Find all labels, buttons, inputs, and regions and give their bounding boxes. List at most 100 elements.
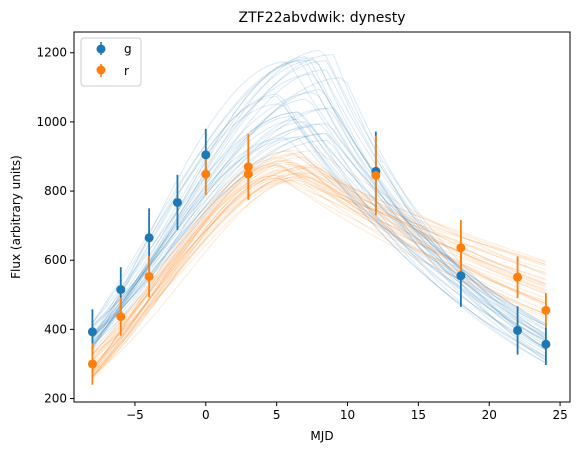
y-axis-label: Flux (arbitrary units) xyxy=(9,155,23,279)
x-tick-label: 10 xyxy=(340,408,355,422)
point-g xyxy=(172,197,182,207)
model-curve-g xyxy=(92,126,547,364)
model-curve-g xyxy=(92,49,547,347)
model-curve-r xyxy=(92,152,547,375)
point-r xyxy=(456,243,466,253)
model-curve-g xyxy=(91,57,547,339)
legend-g-label: g xyxy=(124,42,132,56)
point-r xyxy=(243,169,253,179)
model-curve-g xyxy=(92,107,547,344)
legend-r-marker xyxy=(96,65,106,75)
model-curve-g xyxy=(91,103,547,342)
model-curve-r xyxy=(92,173,547,377)
x-tick-label: 5 xyxy=(273,408,281,422)
point-g xyxy=(87,327,97,337)
model-curve-r xyxy=(92,172,547,377)
model-curve-r xyxy=(92,164,547,379)
model-curve-g xyxy=(92,137,547,341)
model-curve-g xyxy=(92,121,547,351)
model-curve-g xyxy=(92,137,547,339)
point-g xyxy=(144,233,154,243)
point-r xyxy=(513,272,523,282)
y-tick-label: 800 xyxy=(44,184,67,198)
y-tick-label: 600 xyxy=(44,253,67,267)
model-curve-r xyxy=(92,169,547,380)
point-g xyxy=(513,325,523,335)
model-curve-r xyxy=(92,162,547,372)
model-curve-r xyxy=(92,161,547,370)
model-curve-r xyxy=(92,177,547,369)
model-curve-g xyxy=(92,107,547,351)
model-curve-g xyxy=(92,98,547,351)
y-axis-ticks: 200 400 600 800 1000 1200 xyxy=(36,46,74,406)
point-r xyxy=(87,359,97,369)
model-curve-r xyxy=(92,164,547,361)
legend-box xyxy=(80,37,142,87)
model-curve-r xyxy=(92,179,547,356)
model-curves xyxy=(91,49,547,380)
model-curve-g xyxy=(92,59,547,355)
point-r xyxy=(201,169,211,179)
x-tick-label: 15 xyxy=(411,408,426,422)
x-tick-label: −5 xyxy=(126,408,144,422)
model-curve-r xyxy=(92,179,547,364)
model-curve-g xyxy=(91,95,547,357)
model-curve-r xyxy=(92,163,547,378)
point-r xyxy=(371,171,381,181)
data-points xyxy=(87,150,551,369)
model-curve-g xyxy=(91,93,547,358)
model-curve-g xyxy=(92,111,547,331)
model-curve-g xyxy=(92,118,547,345)
model-curve-r xyxy=(92,175,547,360)
model-curve-g xyxy=(92,73,547,340)
model-curve-g xyxy=(92,132,547,335)
model-curve-r xyxy=(92,172,547,372)
model-curve-r xyxy=(91,160,547,371)
y-tick-label: 400 xyxy=(44,322,67,336)
model-curve-r xyxy=(92,175,547,363)
model-curve-g xyxy=(92,88,547,361)
model-curve-g xyxy=(91,91,547,349)
model-curve-g xyxy=(92,69,547,343)
y-tick-label: 200 xyxy=(44,392,67,406)
model-curve-r xyxy=(92,164,547,355)
legend-r-label: r xyxy=(124,64,129,78)
model-curve-r xyxy=(92,159,547,377)
model-curve-g xyxy=(92,77,547,351)
model-curve-r xyxy=(92,167,547,359)
model-curve-r xyxy=(92,154,547,368)
x-axis-ticks: −5 0 5 10 15 20 25 xyxy=(126,402,568,422)
model-curve-g xyxy=(92,133,547,364)
model-curve-r xyxy=(92,177,547,369)
model-curve-g xyxy=(92,53,547,361)
model-curve-g xyxy=(92,123,547,326)
y-tick-label: 1200 xyxy=(36,46,67,60)
model-curve-r xyxy=(92,150,547,355)
plot-frame xyxy=(73,31,571,403)
model-curve-r xyxy=(92,166,547,372)
model-curve-r xyxy=(92,177,547,376)
y-tick-label: 1000 xyxy=(36,115,67,129)
model-curve-g xyxy=(91,61,547,351)
x-tick-label: 20 xyxy=(482,408,497,422)
point-r xyxy=(116,312,126,322)
model-curve-g xyxy=(92,115,547,341)
model-curve-r xyxy=(92,176,547,354)
model-curve-g xyxy=(92,123,547,343)
model-curve-r xyxy=(92,166,547,376)
x-axis-label: MJD xyxy=(310,429,333,443)
model-curve-r xyxy=(92,149,547,355)
model-curve-r xyxy=(92,171,547,362)
model-curve-g xyxy=(92,139,547,342)
model-curve-g xyxy=(91,59,547,337)
point-r xyxy=(541,305,551,315)
point-g xyxy=(116,285,126,295)
legend-g-marker xyxy=(96,44,106,54)
model-curve-r xyxy=(92,174,547,353)
model-curve-g xyxy=(91,60,547,350)
point-g xyxy=(201,150,211,160)
model-curve-g xyxy=(91,59,547,358)
point-g xyxy=(541,339,551,349)
point-g xyxy=(456,271,466,281)
